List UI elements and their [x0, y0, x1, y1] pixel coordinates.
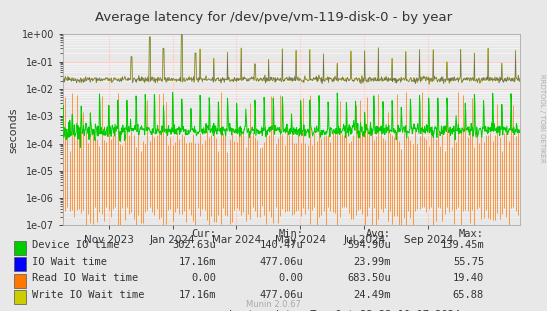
Text: 23.99m: 23.99m: [353, 257, 391, 267]
Text: Last update: Tue Oct 22 22:10:07 2024: Last update: Tue Oct 22 22:10:07 2024: [229, 309, 460, 311]
Text: 19.40: 19.40: [453, 273, 484, 283]
Text: Max:: Max:: [459, 229, 484, 239]
Text: 594.90u: 594.90u: [347, 240, 391, 250]
Bar: [14, 258, 26, 272]
Text: RRDTOOL / TOBI OETIKER: RRDTOOL / TOBI OETIKER: [539, 74, 545, 163]
Bar: [14, 290, 26, 304]
Text: 477.06u: 477.06u: [260, 290, 304, 300]
Text: IO Wait time: IO Wait time: [32, 257, 107, 267]
Bar: [14, 274, 26, 288]
Text: 139.45m: 139.45m: [440, 240, 484, 250]
Text: 0.00: 0.00: [191, 273, 216, 283]
Text: Min:: Min:: [278, 229, 304, 239]
Text: Munin 2.0.67: Munin 2.0.67: [246, 300, 301, 309]
Text: 302.63u: 302.63u: [172, 240, 216, 250]
Text: Write IO Wait time: Write IO Wait time: [32, 290, 144, 300]
Y-axis label: seconds: seconds: [9, 107, 19, 153]
Text: 55.75: 55.75: [453, 257, 484, 267]
Text: 17.16m: 17.16m: [178, 257, 216, 267]
Text: Cur:: Cur:: [191, 229, 216, 239]
Text: 0.00: 0.00: [278, 273, 304, 283]
Text: Read IO Wait time: Read IO Wait time: [32, 273, 138, 283]
Text: 477.06u: 477.06u: [260, 257, 304, 267]
Text: 65.88: 65.88: [453, 290, 484, 300]
Text: 24.49m: 24.49m: [353, 290, 391, 300]
Text: 140.47u: 140.47u: [260, 240, 304, 250]
Text: 683.50u: 683.50u: [347, 273, 391, 283]
Text: Average latency for /dev/pve/vm-119-disk-0 - by year: Average latency for /dev/pve/vm-119-disk…: [95, 11, 452, 24]
Text: 17.16m: 17.16m: [178, 290, 216, 300]
Text: Avg:: Avg:: [366, 229, 391, 239]
Bar: [14, 241, 26, 255]
Text: Device IO time: Device IO time: [32, 240, 119, 250]
